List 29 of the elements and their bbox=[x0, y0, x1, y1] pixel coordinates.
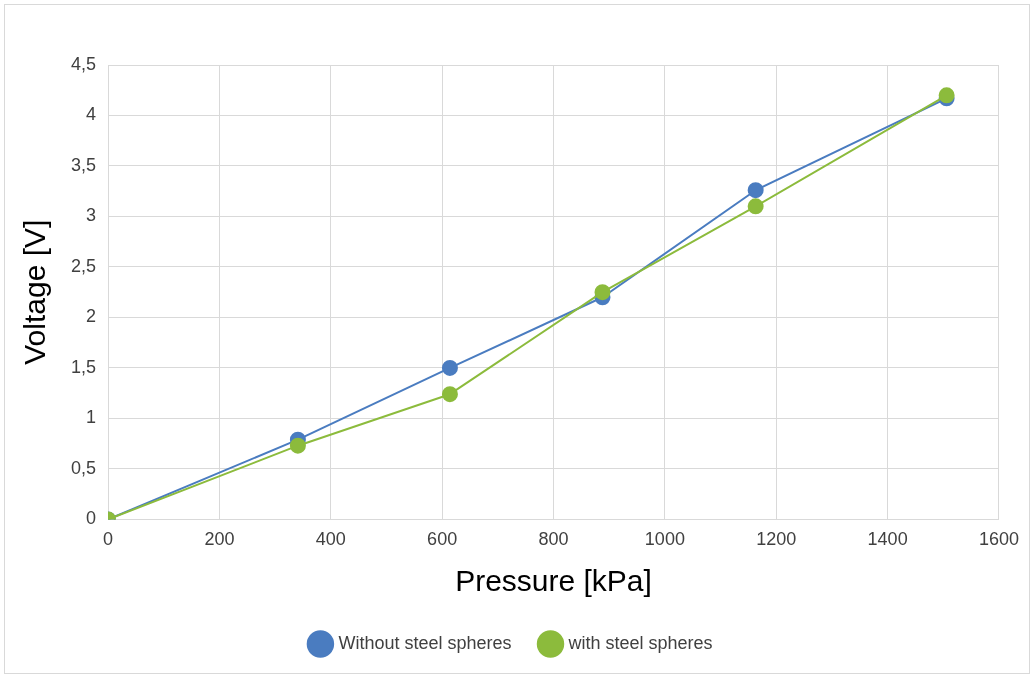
y-tick-label: 0 bbox=[86, 508, 97, 529]
point bbox=[289, 437, 306, 454]
y-tick-label: 1 bbox=[86, 407, 97, 428]
y-axis-title: Voltage [V] bbox=[18, 219, 52, 365]
x-tick-label: 1200 bbox=[756, 529, 797, 550]
y-tick-label: 4 bbox=[86, 104, 97, 125]
y-tick-label: 4,5 bbox=[70, 53, 97, 74]
x-tick-label: 1600 bbox=[978, 529, 1019, 550]
point bbox=[441, 359, 458, 376]
y-tick-label: 1,5 bbox=[70, 356, 97, 377]
x-axis-title: Pressure [kPa] bbox=[455, 564, 652, 598]
point bbox=[594, 284, 611, 301]
point bbox=[441, 386, 458, 403]
point bbox=[747, 198, 764, 215]
y-tick-label: 3,5 bbox=[70, 154, 97, 175]
x-tick-label: 1000 bbox=[644, 529, 685, 550]
x-tick-label: 400 bbox=[315, 529, 346, 550]
x-tick-label: 1400 bbox=[867, 529, 908, 550]
legend-label: with steel spheres bbox=[567, 632, 713, 653]
y-tick-label: 2,5 bbox=[70, 255, 97, 276]
legend-label: Without steel spheres bbox=[338, 632, 512, 653]
y-tick-label: 2 bbox=[86, 306, 97, 327]
x-tick-label: 600 bbox=[427, 529, 458, 550]
x-tick-label: 800 bbox=[538, 529, 569, 550]
y-tick-label: 0,5 bbox=[70, 457, 97, 478]
y-tick-label: 3 bbox=[86, 205, 97, 226]
point bbox=[747, 182, 764, 199]
x-tick-label: 200 bbox=[204, 529, 235, 550]
x-tick-label: 0 bbox=[103, 529, 114, 550]
